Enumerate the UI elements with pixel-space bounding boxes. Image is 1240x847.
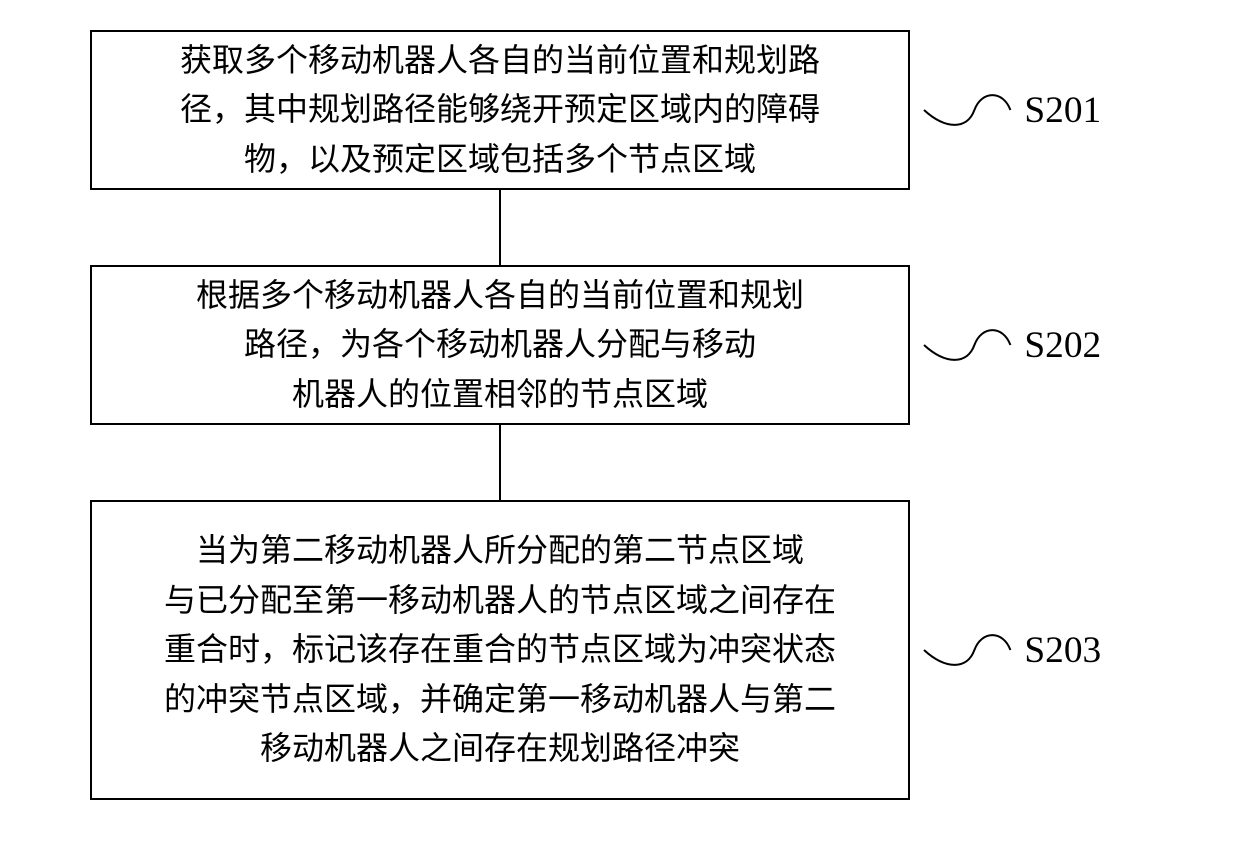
flow-step-line: 当为第二移动机器人所分配的第二节点区域: [164, 526, 836, 576]
step-label-s201: S201: [1024, 89, 1101, 132]
flow-step-s203: 当为第二移动机器人所分配的第二节点区域与已分配至第一移动机器人的节点区域之间存在…: [90, 500, 910, 800]
flow-step-line: 路径，为各个移动机器人分配与移动: [196, 320, 804, 370]
flow-step-s201: 获取多个移动机器人各自的当前位置和规划路径，其中规划路径能够绕开预定区域内的障碍…: [90, 30, 910, 190]
flow-step-line: 与已分配至第一移动机器人的节点区域之间存在: [164, 576, 836, 626]
flow-step-line: 重合时，标记该存在重合的节点区域为冲突状态: [164, 625, 836, 675]
flow-step-line: 物，以及预定区域包括多个节点区域: [180, 135, 820, 185]
step-label-s203: S203: [1024, 629, 1101, 672]
flow-step-line: 径，其中规划路径能够绕开预定区域内的障碍: [180, 85, 820, 135]
flow-step-line: 的冲突节点区域，并确定第一移动机器人与第二: [164, 675, 836, 725]
flow-step-line: 机器人的位置相邻的节点区域: [196, 370, 804, 420]
flow-step-line: 根据多个移动机器人各自的当前位置和规划: [196, 271, 804, 321]
flow-step-line: 移动机器人之间存在规划路径冲突: [164, 724, 836, 774]
flow-step-s202: 根据多个移动机器人各自的当前位置和规划路径，为各个移动机器人分配与移动机器人的位…: [90, 265, 910, 425]
step-label-s202: S202: [1024, 324, 1101, 367]
flow-step-line: 获取多个移动机器人各自的当前位置和规划路: [180, 36, 820, 86]
